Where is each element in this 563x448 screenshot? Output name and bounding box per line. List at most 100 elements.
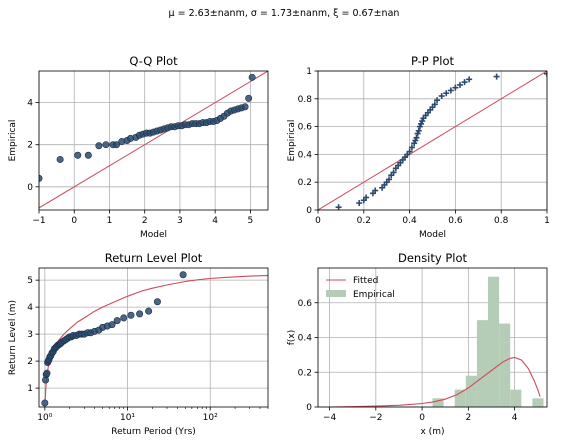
x-tick-label: −4 (323, 413, 337, 423)
x-axis-label: Model (140, 230, 167, 240)
x-axis-label: x (m) (421, 427, 445, 437)
data-point (385, 176, 392, 183)
x-tick-label: 0 (71, 216, 77, 226)
y-axis-label: Empirical (8, 120, 18, 162)
axes-frame (38, 70, 269, 211)
data-point (443, 90, 450, 97)
y-tick-label: 0 (27, 183, 33, 193)
y-tick-label: 4 (27, 303, 33, 313)
x-tick-label: 0.4 (402, 216, 417, 226)
y-tick-label: 1 (306, 67, 312, 77)
x-tick-label: 1 (107, 216, 113, 226)
data-point (390, 169, 397, 176)
plot-area (318, 71, 547, 210)
panel-1: −1 0 1 2 3 4 5 0 2 4 Q-Q Plot Model Empirical (8, 54, 269, 240)
data-point (56, 155, 64, 163)
x-axis-label: Return Period (Yrs) (111, 427, 196, 437)
y-tick-label: 0.2 (298, 368, 312, 378)
panel-title: Q-Q Plot (129, 54, 178, 68)
data-point (102, 141, 110, 149)
data-point (544, 71, 547, 77)
x-tick-label: −1 (32, 216, 45, 226)
x-tick-label: 0 (315, 216, 321, 226)
data-point (447, 87, 454, 94)
histogram-bar (488, 276, 500, 407)
y-tick-label: 0.4 (298, 334, 313, 344)
y-tick-label: 0 (306, 206, 312, 216)
data-point (108, 321, 116, 329)
plot-area (39, 71, 268, 209)
y-tick-label: 5 (27, 276, 33, 286)
panel-3: 10⁰ 10¹ 10² 1 2 3 4 5 Return Level Plot Return Pe… (8, 251, 269, 437)
data-point (41, 399, 49, 407)
data-point (434, 97, 441, 104)
x-tick-label: 10¹ (120, 413, 135, 423)
data-point (493, 73, 500, 80)
histogram-bar (532, 398, 544, 407)
data-point (452, 84, 459, 91)
y-tick-label: 0.6 (298, 123, 313, 133)
reference-line (39, 71, 268, 209)
data-point (431, 101, 438, 108)
legend-fitted-label: Fitted (353, 276, 378, 286)
data-point (120, 314, 128, 322)
plot-area (329, 276, 544, 407)
x-tick-label: 2 (465, 413, 471, 423)
x-tick-label: 10⁰ (37, 413, 52, 423)
data-point (136, 310, 144, 318)
panel-title: P-P Plot (411, 54, 455, 68)
data-point (245, 94, 253, 102)
x-tick-label: 0.8 (494, 216, 509, 226)
data-point (127, 311, 135, 319)
data-point (335, 204, 342, 210)
panel-2: 0 0.2 0.4 0.6 0.8 1 0 0.2 0.4 0.6 0.8 1 P-P Plot Mode… (287, 54, 550, 240)
x-tick-label: 4 (212, 216, 218, 226)
legend-empirical-swatch (326, 290, 346, 297)
data-point (113, 317, 121, 325)
y-tick-label: 2 (27, 141, 33, 151)
data-point (461, 79, 468, 86)
panel-4: −4 −2 0 2 4 0 0.2 0.4 0.6 Density Plot x (m) f(x) Fi… (287, 251, 548, 437)
y-axis-label: Return Level (m) (8, 300, 18, 375)
x-tick-label: 1 (544, 216, 550, 226)
x-axis-label: Model (419, 230, 446, 240)
data-point (113, 141, 121, 149)
data-point (413, 134, 420, 141)
data-point (39, 174, 43, 182)
histogram-bar (499, 323, 511, 407)
data-point (415, 127, 422, 134)
data-point (466, 76, 473, 83)
x-tick-label: 5 (248, 216, 254, 226)
y-axis-label: Empirical (287, 120, 297, 162)
data-point (179, 271, 187, 279)
y-tick-label: 0.8 (298, 95, 313, 105)
data-point (74, 151, 82, 159)
histogram-bar (476, 320, 489, 407)
y-tick-label: 0.6 (298, 299, 313, 309)
legend-empirical-label: Empirical (353, 290, 395, 300)
histogram-bar (432, 398, 444, 407)
reference-line (318, 71, 547, 210)
x-tick-label: 3 (177, 216, 183, 226)
y-tick-label: 0.2 (298, 178, 312, 188)
data-point (145, 307, 153, 315)
data-point (43, 369, 51, 377)
plot-area (41, 271, 268, 407)
x-tick-label: 2 (142, 216, 148, 226)
histogram-bar (454, 389, 466, 407)
data-point (248, 73, 256, 81)
y-axis-label: f(x) (287, 330, 297, 346)
data-point (153, 298, 161, 306)
data-point (241, 103, 249, 111)
axes-frame (38, 267, 269, 408)
y-tick-label: 4 (27, 99, 33, 109)
y-tick-label: 3 (27, 330, 33, 340)
data-point (456, 81, 463, 88)
y-tick-label: 2 (27, 357, 33, 367)
panel-title: Density Plot (398, 251, 468, 265)
data-point (363, 194, 370, 201)
panel-title: Return Level Plot (105, 251, 203, 265)
histogram-bar (465, 375, 477, 407)
x-tick-label: −2 (369, 413, 382, 423)
